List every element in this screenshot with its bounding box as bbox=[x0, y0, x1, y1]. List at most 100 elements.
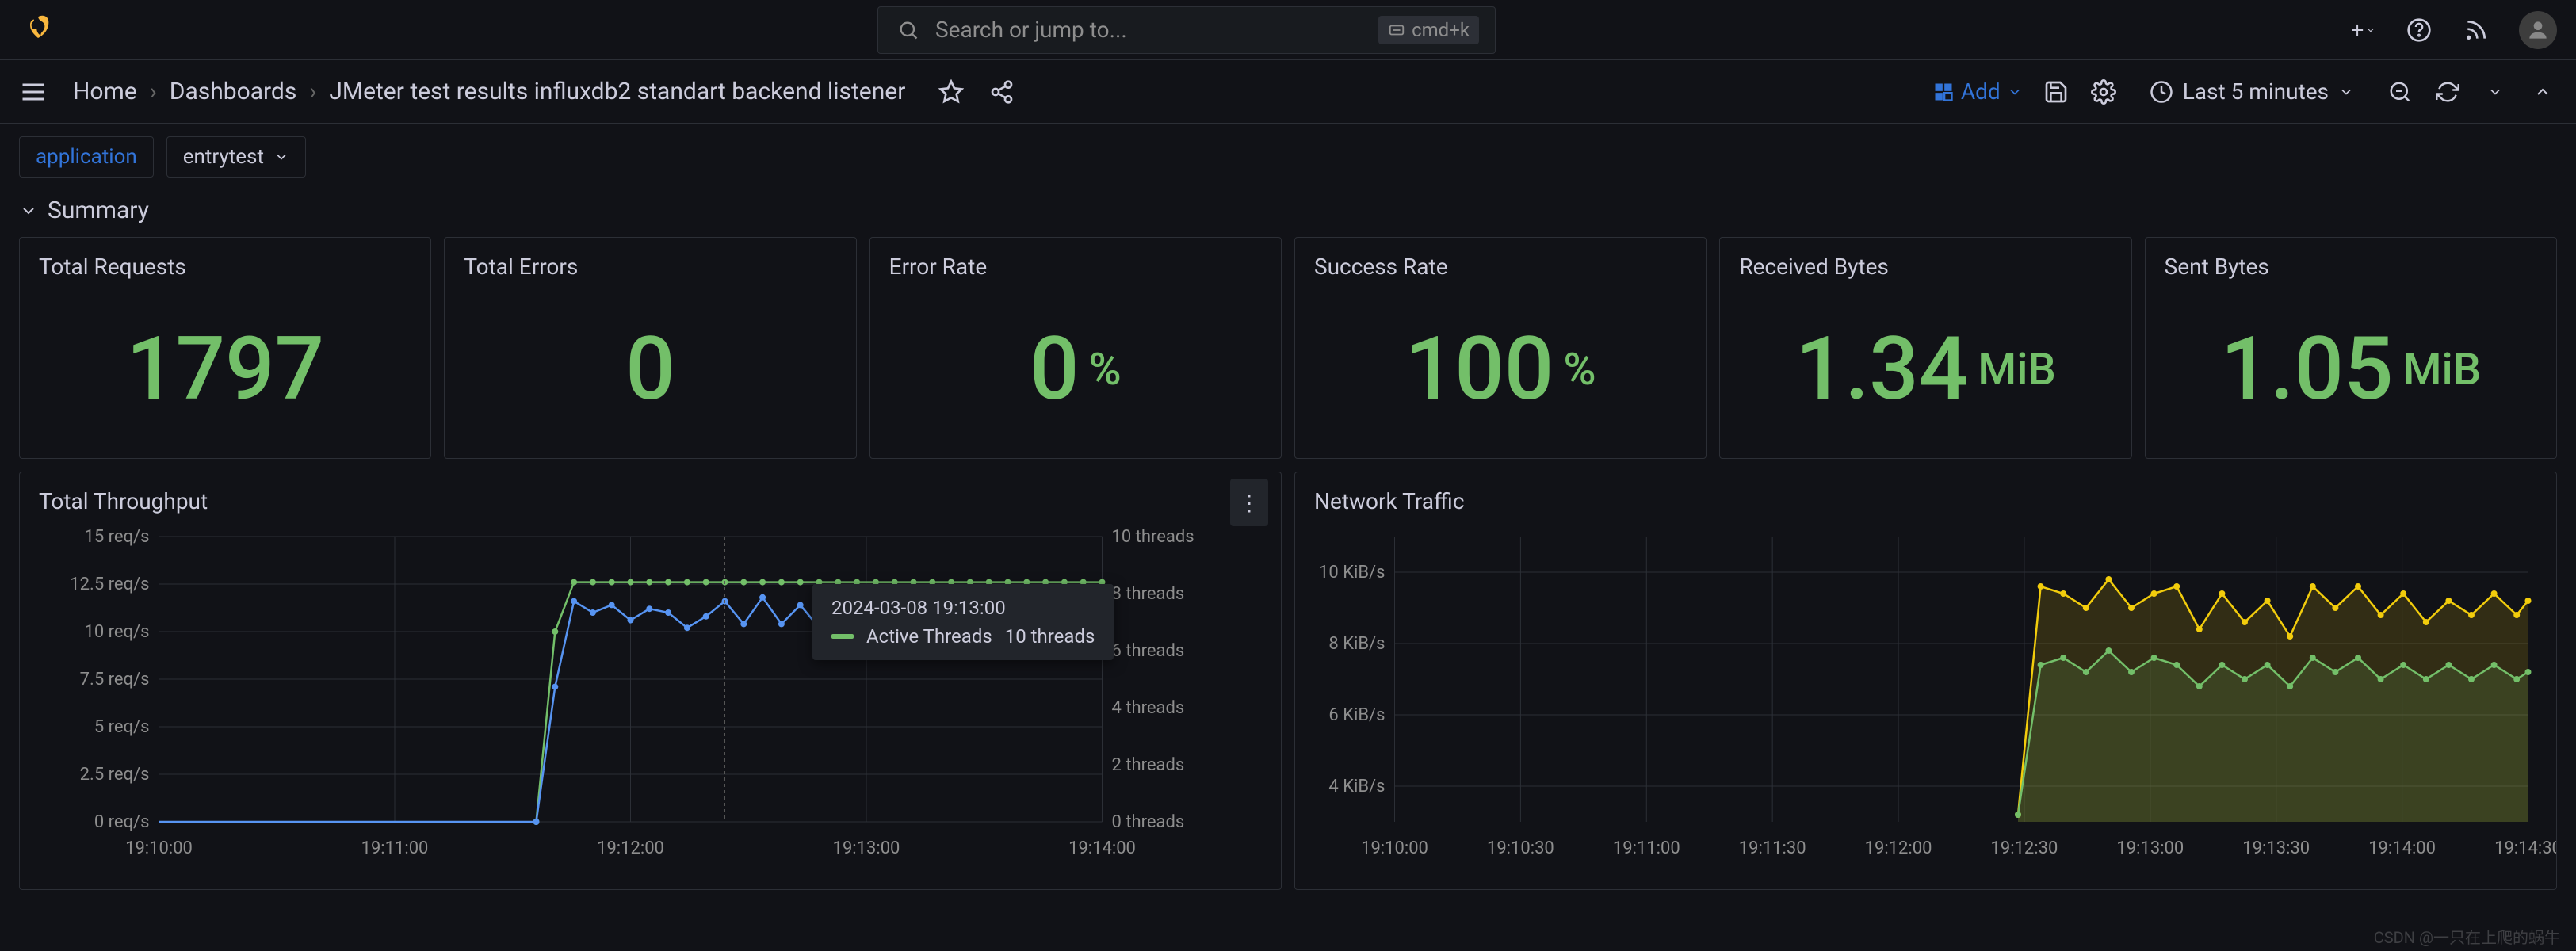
svg-text:19:13:00: 19:13:00 bbox=[2116, 838, 2184, 858]
svg-text:2 threads: 2 threads bbox=[1112, 755, 1185, 775]
panel-title: Received Bytes bbox=[1739, 254, 2112, 280]
panel-network-traffic[interactable]: Network Traffic 4 KiB/s 6 KiB/s 8 KiB/s 10 … bbox=[1294, 472, 2557, 890]
refresh-icon[interactable] bbox=[2433, 78, 2462, 106]
panel-total-throughput[interactable]: Total Throughput ⋮ 0 req/s 2.5 req/s 5 req… bbox=[19, 472, 1282, 890]
svg-text:10 KiB/s: 10 KiB/s bbox=[1319, 563, 1385, 582]
news-icon[interactable] bbox=[2462, 16, 2490, 44]
stat-value: 100 bbox=[1405, 318, 1554, 420]
panel-title: Network Traffic bbox=[1295, 479, 2556, 521]
var-value-text: entrytest bbox=[183, 145, 264, 169]
panel-title: Sent Bytes bbox=[2165, 254, 2537, 280]
stat-value: 1.05 bbox=[2220, 318, 2393, 420]
panel-total-requests[interactable]: Total Requests 1797 bbox=[19, 237, 431, 459]
search-shortcut: cmd+k bbox=[1378, 16, 1479, 44]
svg-text:19:11:30: 19:11:30 bbox=[1739, 838, 1806, 858]
svg-text:0 threads: 0 threads bbox=[1112, 812, 1185, 832]
search-icon bbox=[894, 16, 923, 44]
chevron-down-icon bbox=[273, 149, 289, 165]
svg-text:19:13:30: 19:13:30 bbox=[2242, 838, 2310, 858]
panel-total-errors[interactable]: Total Errors 0 bbox=[444, 237, 856, 459]
user-avatar[interactable] bbox=[2519, 11, 2557, 49]
watermark: CSDN @一只在上爬的蜗牛 bbox=[2374, 925, 2560, 948]
global-search[interactable]: Search or jump to... cmd+k bbox=[877, 6, 1496, 54]
search-placeholder: Search or jump to... bbox=[935, 17, 1378, 43]
add-icon[interactable] bbox=[2348, 16, 2376, 44]
stat-panels: Total Requests 1797 Total Errors 0 Error… bbox=[0, 237, 2576, 459]
crumb-sep: › bbox=[150, 78, 157, 105]
svg-text:7.5 req/s: 7.5 req/s bbox=[80, 670, 150, 689]
settings-icon[interactable] bbox=[2089, 78, 2118, 106]
zoom-out-icon[interactable] bbox=[2386, 78, 2414, 106]
svg-text:6 KiB/s: 6 KiB/s bbox=[1328, 705, 1385, 725]
breadcrumbs: Home › Dashboards › JMeter test results … bbox=[73, 78, 905, 105]
stat-unit: MiB bbox=[1978, 343, 2056, 395]
panel-title: Total Throughput bbox=[20, 479, 1281, 521]
chart-tooltip: 2024-03-08 19:13:00 Active Threads 10 th… bbox=[812, 584, 1114, 660]
svg-text:19:12:00: 19:12:00 bbox=[597, 838, 664, 858]
stat-unit: % bbox=[1088, 343, 1121, 395]
refresh-dropdown-icon[interactable] bbox=[2481, 78, 2509, 106]
svg-text:2.5 req/s: 2.5 req/s bbox=[80, 765, 150, 785]
crumb-sep: › bbox=[309, 78, 316, 105]
panel-menu-icon[interactable]: ⋮ bbox=[1230, 479, 1268, 526]
svg-text:5 req/s: 5 req/s bbox=[94, 717, 150, 737]
chevron-down-icon bbox=[19, 201, 38, 220]
var-value-application[interactable]: entrytest bbox=[166, 136, 306, 178]
svg-text:19:11:00: 19:11:00 bbox=[1613, 838, 1680, 858]
chart-panels: Total Throughput ⋮ 0 req/s 2.5 req/s 5 req… bbox=[0, 459, 2576, 890]
svg-text:19:10:00: 19:10:00 bbox=[1361, 838, 1428, 858]
tooltip-value: 10 threads bbox=[1005, 625, 1095, 647]
svg-text:19:11:00: 19:11:00 bbox=[361, 838, 429, 858]
svg-text:4 KiB/s: 4 KiB/s bbox=[1328, 777, 1385, 796]
help-icon[interactable] bbox=[2405, 16, 2433, 44]
network-chart: 4 KiB/s 6 KiB/s 8 KiB/s 10 KiB/s 19:10:00 19:… bbox=[1295, 521, 2556, 869]
navbar: Home › Dashboards › JMeter test results … bbox=[0, 60, 2576, 124]
svg-text:0 req/s: 0 req/s bbox=[94, 812, 150, 832]
shortcut-text: cmd+k bbox=[1412, 19, 1470, 41]
panel-title: Total Requests bbox=[39, 254, 411, 280]
throughput-chart: 0 req/s2.5 req/s5 req/s7.5 req/s10 req/s… bbox=[20, 521, 1281, 869]
stat-unit: % bbox=[1563, 343, 1596, 395]
topbar: Search or jump to... cmd+k bbox=[0, 0, 2576, 60]
share-icon[interactable] bbox=[988, 78, 1016, 106]
crumb-home[interactable]: Home bbox=[73, 78, 137, 105]
svg-text:19:14:30: 19:14:30 bbox=[2494, 838, 2556, 858]
row-summary-label: Summary bbox=[48, 197, 149, 224]
svg-text:19:12:30: 19:12:30 bbox=[1991, 838, 2058, 858]
svg-text:19:12:00: 19:12:00 bbox=[1865, 838, 1932, 858]
collapse-icon[interactable] bbox=[2528, 78, 2557, 106]
time-picker[interactable]: Last 5 minutes bbox=[2137, 72, 2367, 111]
svg-text:6 threads: 6 threads bbox=[1112, 641, 1185, 661]
tooltip-timestamp: 2024-03-08 19:13:00 bbox=[831, 597, 1095, 619]
svg-text:19:14:00: 19:14:00 bbox=[2368, 838, 2436, 858]
svg-text:12.5 req/s: 12.5 req/s bbox=[70, 575, 149, 594]
stat-value: 0 bbox=[625, 318, 675, 420]
var-label-application[interactable]: application bbox=[19, 136, 154, 178]
stat-value: 1.34 bbox=[1795, 318, 1968, 420]
menu-icon[interactable] bbox=[19, 78, 48, 106]
panel-sent-bytes[interactable]: Sent Bytes 1.05MiB bbox=[2145, 237, 2557, 459]
panel-success-rate[interactable]: Success Rate 100% bbox=[1294, 237, 1707, 459]
svg-text:8 KiB/s: 8 KiB/s bbox=[1328, 634, 1385, 654]
panel-title: Total Errors bbox=[464, 254, 836, 280]
tooltip-series: Active Threads bbox=[866, 625, 992, 647]
svg-text:4 threads: 4 threads bbox=[1112, 698, 1185, 718]
row-summary[interactable]: Summary bbox=[0, 190, 2576, 237]
time-label: Last 5 minutes bbox=[2183, 78, 2329, 105]
svg-text:10 threads: 10 threads bbox=[1112, 527, 1194, 547]
add-panel-button[interactable]: Add bbox=[1932, 78, 2023, 105]
panel-title: Error Rate bbox=[889, 254, 1262, 280]
stat-value: 0 bbox=[1030, 318, 1080, 420]
panel-received-bytes[interactable]: Received Bytes 1.34MiB bbox=[1719, 237, 2131, 459]
panel-error-rate[interactable]: Error Rate 0% bbox=[869, 237, 1282, 459]
variable-controls: application entrytest bbox=[0, 124, 2576, 190]
add-label: Add bbox=[1961, 78, 2001, 105]
crumb-dashboards[interactable]: Dashboards bbox=[170, 78, 297, 105]
stat-value: 1797 bbox=[126, 318, 324, 420]
svg-text:19:10:00: 19:10:00 bbox=[125, 838, 193, 858]
svg-text:19:14:00: 19:14:00 bbox=[1068, 838, 1136, 858]
grafana-logo[interactable] bbox=[19, 11, 57, 49]
star-icon[interactable] bbox=[937, 78, 965, 106]
stat-unit: MiB bbox=[2403, 343, 2482, 395]
save-icon[interactable] bbox=[2042, 78, 2070, 106]
